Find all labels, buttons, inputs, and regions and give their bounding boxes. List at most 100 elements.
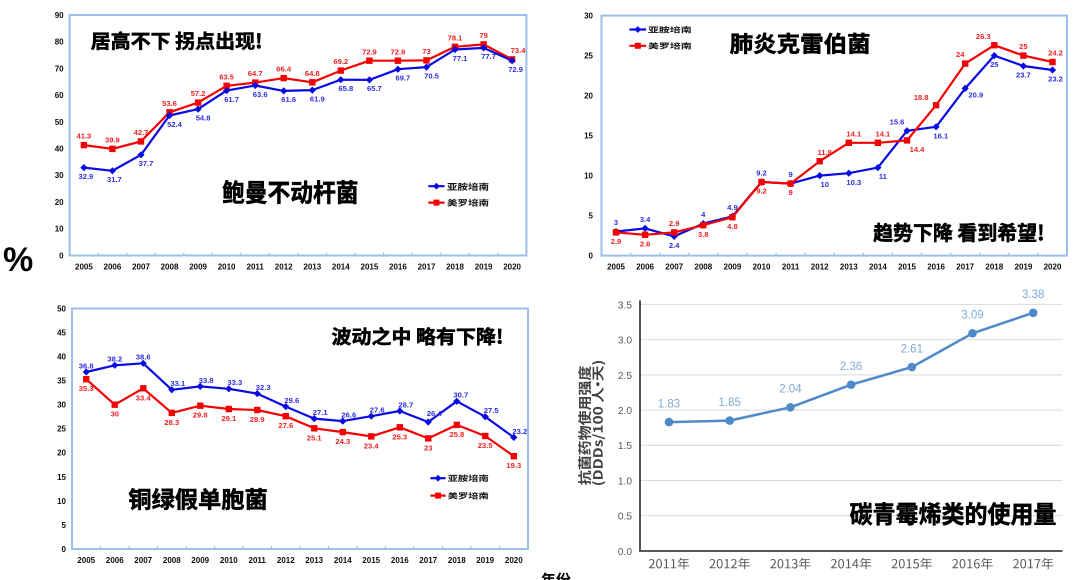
svg-text:38.2: 38.2 [107, 355, 122, 364]
svg-text:50: 50 [57, 304, 66, 313]
svg-text:2011: 2011 [247, 262, 265, 271]
svg-text:2.0: 2.0 [618, 406, 632, 417]
svg-text:2.36: 2.36 [840, 361, 862, 373]
svg-text:3.0: 3.0 [618, 336, 632, 347]
svg-text:32.3: 32.3 [256, 383, 271, 392]
svg-text:2020: 2020 [1044, 262, 1062, 271]
svg-text:53.6: 53.6 [162, 99, 177, 108]
svg-text:2005: 2005 [75, 262, 93, 271]
svg-text:2012: 2012 [275, 262, 293, 271]
svg-text:29.6: 29.6 [284, 396, 299, 405]
svg-text:2017: 2017 [956, 262, 974, 271]
svg-text:4.8: 4.8 [727, 222, 738, 231]
svg-text:90: 90 [55, 11, 64, 20]
svg-text:2019: 2019 [476, 556, 494, 565]
svg-text:3.09: 3.09 [961, 310, 983, 322]
svg-text:26.4: 26.4 [427, 409, 443, 418]
svg-text:9: 9 [788, 188, 792, 197]
svg-text:4.9: 4.9 [727, 203, 738, 212]
svg-text:4: 4 [701, 210, 706, 219]
svg-text:39.9: 39.9 [105, 136, 120, 145]
svg-text:25.8: 25.8 [449, 430, 464, 439]
svg-text:64.7: 64.7 [248, 69, 263, 78]
svg-text:3.8: 3.8 [698, 230, 709, 239]
svg-text:2017: 2017 [418, 262, 436, 271]
svg-text:24.2: 24.2 [1048, 49, 1063, 58]
svg-text:15: 15 [57, 473, 66, 482]
svg-text:30: 30 [111, 410, 119, 419]
svg-text:45: 45 [57, 328, 66, 337]
svg-text:23.4: 23.4 [364, 441, 380, 450]
svg-text:72.9: 72.9 [391, 47, 406, 56]
svg-text:40: 40 [57, 353, 66, 362]
svg-text:2013: 2013 [303, 262, 321, 271]
svg-text:27.6: 27.6 [370, 406, 385, 415]
svg-text:2011: 2011 [782, 262, 800, 271]
svg-text:2015: 2015 [898, 262, 916, 271]
svg-text:40: 40 [55, 145, 64, 154]
svg-text:2006: 2006 [636, 262, 654, 271]
svg-text:72.9: 72.9 [508, 65, 523, 74]
svg-text:38.6: 38.6 [136, 353, 151, 362]
svg-text:2.4: 2.4 [669, 241, 680, 250]
svg-text:2010: 2010 [218, 262, 236, 271]
svg-text:2.6: 2.6 [640, 239, 651, 248]
svg-text:0.5: 0.5 [618, 512, 632, 523]
svg-text:16.1: 16.1 [933, 131, 949, 140]
svg-text:14.1: 14.1 [876, 129, 892, 138]
svg-text:2.61: 2.61 [901, 344, 923, 356]
svg-text:23.2: 23.2 [1048, 75, 1063, 84]
svg-text:2009: 2009 [724, 262, 742, 271]
svg-text:1.5: 1.5 [618, 441, 632, 452]
svg-text:14.1: 14.1 [846, 129, 862, 138]
svg-text:66.4: 66.4 [276, 65, 292, 74]
svg-text:65.7: 65.7 [367, 84, 382, 93]
svg-text:77.1: 77.1 [453, 54, 469, 63]
svg-text:25: 25 [1019, 42, 1028, 51]
svg-text:9.2: 9.2 [756, 187, 767, 196]
svg-text:1.85: 1.85 [719, 397, 741, 409]
svg-text:19.3: 19.3 [506, 461, 521, 470]
svg-text:3.4: 3.4 [640, 215, 651, 224]
svg-text:28.9: 28.9 [250, 415, 265, 424]
svg-text:10: 10 [55, 225, 64, 234]
svg-text:2010: 2010 [220, 556, 238, 565]
svg-text:2015: 2015 [362, 556, 380, 565]
svg-text:2005: 2005 [607, 262, 625, 271]
svg-text:2019: 2019 [1015, 262, 1033, 271]
svg-text:10: 10 [820, 180, 828, 189]
svg-text:2.5: 2.5 [618, 371, 632, 382]
svg-text:33.8: 33.8 [199, 376, 214, 385]
svg-text:64.8: 64.8 [305, 69, 320, 78]
svg-text:2009: 2009 [191, 556, 209, 565]
svg-text:69.7: 69.7 [396, 74, 411, 83]
svg-text:41.3: 41.3 [77, 132, 92, 141]
svg-text:0: 0 [59, 251, 64, 260]
svg-text:23.2: 23.2 [512, 427, 527, 436]
svg-text:78.1: 78.1 [448, 33, 464, 42]
svg-text:2014: 2014 [869, 262, 887, 271]
svg-text:36.8: 36.8 [79, 361, 94, 370]
svg-text:2012: 2012 [277, 556, 295, 565]
svg-text:69.2: 69.2 [333, 57, 348, 66]
svg-text:79: 79 [479, 31, 487, 40]
svg-text:10.3: 10.3 [846, 178, 861, 187]
svg-text:11: 11 [879, 172, 888, 181]
svg-text:2014: 2014 [334, 556, 352, 565]
svg-text:63.6: 63.6 [253, 90, 268, 99]
svg-text:52.4: 52.4 [167, 120, 183, 129]
svg-text:20: 20 [57, 449, 66, 458]
svg-text:2.9: 2.9 [611, 237, 622, 246]
svg-text:25.1: 25.1 [307, 433, 323, 442]
svg-text:25: 25 [584, 52, 593, 61]
svg-text:70: 70 [55, 64, 64, 73]
svg-text:28.7: 28.7 [398, 400, 413, 409]
svg-text:25: 25 [990, 60, 999, 69]
svg-text:30: 30 [57, 401, 66, 410]
svg-text:70.5: 70.5 [424, 71, 440, 80]
svg-text:1.0: 1.0 [618, 476, 632, 487]
svg-text:%: % [3, 241, 33, 279]
svg-text:2005: 2005 [77, 556, 95, 565]
svg-text:2007: 2007 [132, 262, 150, 271]
svg-text:35.3: 35.3 [79, 384, 94, 393]
